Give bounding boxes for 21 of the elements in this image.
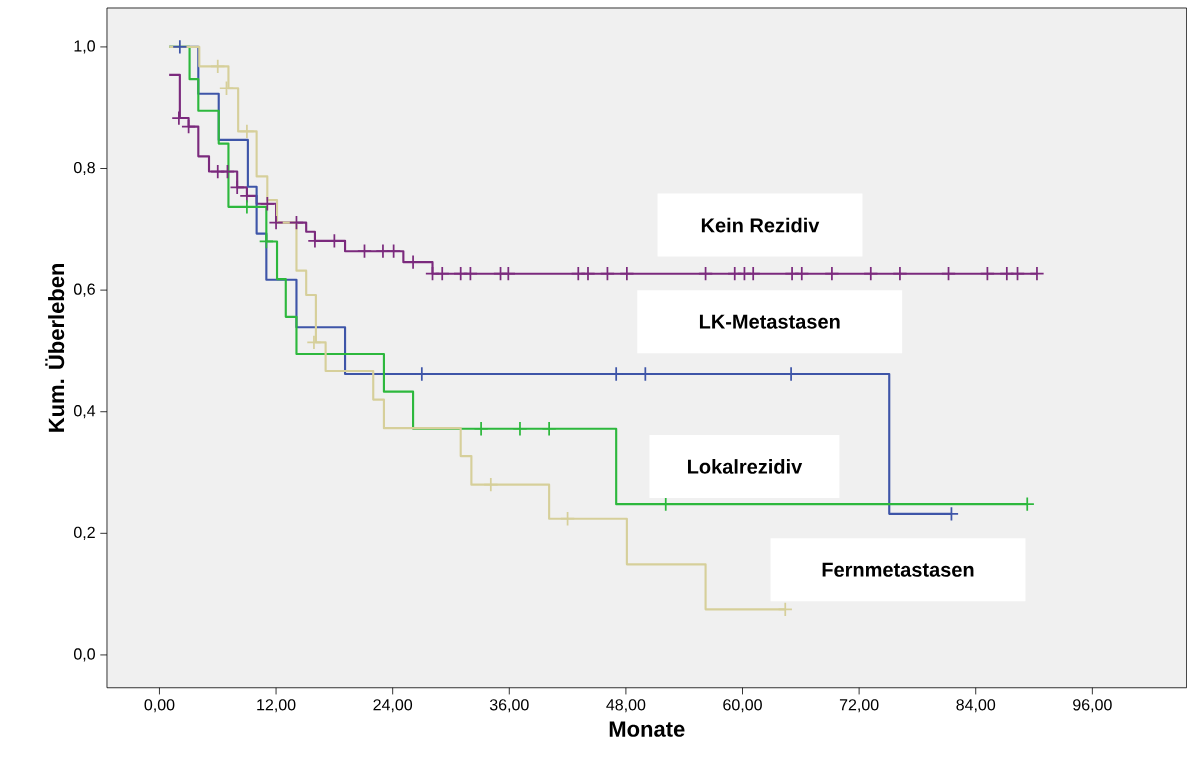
series-label: Lokalrezidiv bbox=[688, 459, 803, 474]
x-tick-label: 0,00 bbox=[144, 699, 175, 713]
y-tick-label: 1,0 bbox=[74, 40, 95, 54]
x-tick-label: 12,00 bbox=[257, 699, 296, 713]
y-tick-label: 0,2 bbox=[73, 526, 95, 541]
y-tick-label: 0,6 bbox=[73, 283, 95, 297]
x-tick-label: 24,00 bbox=[373, 699, 413, 713]
y-tick-label: 0,0 bbox=[73, 648, 95, 662]
x-tick-label: 72,00 bbox=[839, 699, 879, 713]
text: Kein Rezidiv bbox=[701, 217, 820, 233]
text: Fernmetastasen bbox=[822, 562, 974, 577]
y-axis-title: Kum. Überleben bbox=[45, 264, 65, 432]
y-tick-label: 0,4 bbox=[73, 405, 96, 419]
x-tick-label: 84,00 bbox=[956, 699, 996, 713]
x-axis-title: Monate bbox=[609, 721, 685, 737]
x-tick-label: 60,00 bbox=[723, 699, 762, 713]
x-tick-label: 96,00 bbox=[1073, 699, 1112, 713]
text: LK-Metastasen bbox=[699, 314, 840, 329]
x-tick-label: 48,00 bbox=[606, 699, 646, 713]
y-tick-label: 0,8 bbox=[73, 162, 95, 176]
x-tick-label: 36,00 bbox=[489, 699, 529, 713]
